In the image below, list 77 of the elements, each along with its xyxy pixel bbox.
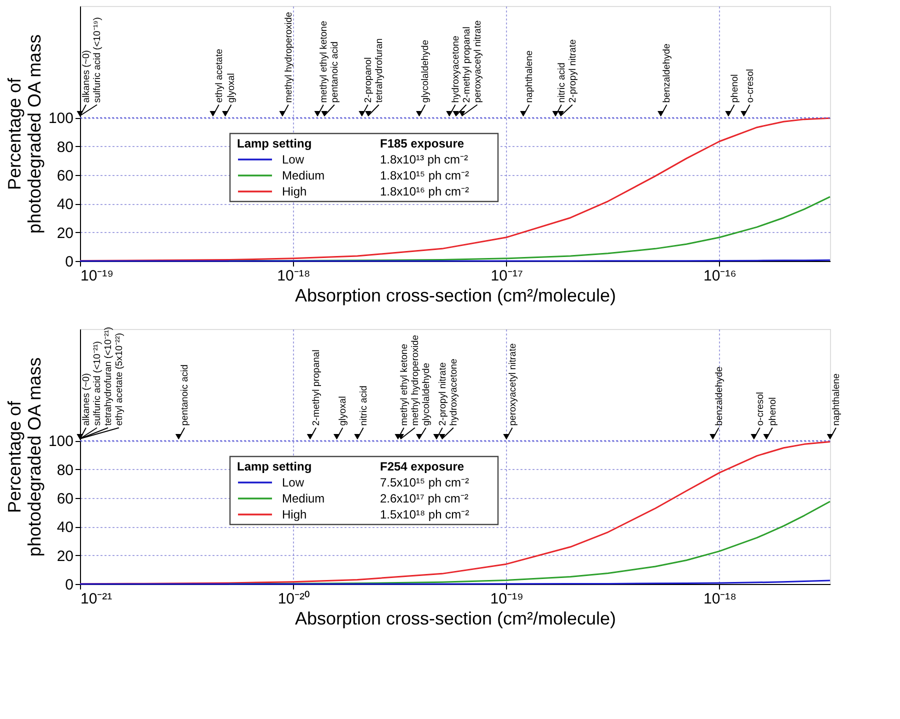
annotation: benzaldehyde [714, 366, 725, 426]
annotation: F185 exposure [380, 136, 464, 150]
annotation: glycolaldehyde [420, 362, 432, 426]
annotation: F254 exposure [380, 460, 464, 474]
annotation: alkanes (~0) [81, 50, 92, 103]
y-tick-label: 20 [56, 548, 74, 565]
annotation: benzaldehyde [662, 44, 673, 103]
annotation: 7.5x10¹⁵ ph cm⁻² [380, 476, 470, 490]
y-axis-title: Percentage of photodegraded OA mass [4, 357, 44, 557]
annotation: tetrahydrofuran (<10⁻²¹) [103, 326, 114, 426]
y-tick-label: 0 [65, 576, 74, 594]
annotation: pentanoic acid [329, 41, 340, 103]
legend-title: Lamp setting [237, 460, 312, 474]
legend-label: Medium [282, 168, 325, 182]
annotation: ethyl acetate [214, 48, 225, 103]
y-tick-label: 100 [48, 110, 74, 128]
x-tick-label: 10⁻²⁰ [278, 590, 310, 608]
x-axis-title: Absorption cross-section (cm²/molecule) [294, 286, 616, 306]
annotation: 2-methyl propanal [461, 26, 472, 103]
y-tick-label: 100 [48, 433, 74, 450]
annotation: 2-propyl nitrate [567, 39, 578, 103]
annotation: glyoxal [226, 73, 238, 103]
annotation: 1.8x10¹³ ph cm⁻² [380, 152, 468, 166]
x-tick-label: 10⁻¹⁹ [490, 590, 524, 608]
annotation: glyoxal [338, 396, 349, 426]
x-tick-label: 10⁻²¹ [80, 590, 112, 608]
y-axis-title: Percentage of photodegraded OA mass [4, 34, 44, 234]
y-tick-label: 60 [56, 490, 74, 508]
x-axis-title: Absorption cross-section (cm²/molecule) [294, 608, 616, 628]
annotation: nitric acid [358, 386, 370, 426]
annotation: hydroxyacetone [450, 36, 462, 103]
annotation: pentanoic acid [180, 364, 191, 426]
annotation: 1.8x10¹⁶ ph cm⁻² [380, 184, 469, 198]
annotation: 1.5x10¹⁸ ph cm⁻² [380, 508, 470, 522]
x-tick-label: 10⁻¹⁸ [703, 590, 736, 608]
annotation: 2.6x10¹⁷ ph cm⁻² [380, 492, 468, 506]
annotation: sulfuric acid (<10⁻¹⁹) [92, 17, 103, 103]
annotation: methyl ethyl ketone [398, 344, 410, 426]
legend-label: Low [282, 152, 304, 166]
annotation: naphthalene [831, 373, 842, 426]
x-tick-label: 10⁻¹⁷ [490, 268, 523, 284]
y-tick-label: 80 [56, 138, 74, 156]
y-tick-label: 20 [56, 224, 74, 242]
annotation: peroxyacetyl nitrate [507, 343, 518, 426]
annotation: glycolaldehyde [420, 40, 432, 103]
annotation: o-cresol [744, 68, 756, 103]
annotation: methyl ethyl ketone [318, 20, 330, 103]
x-tick-label: 10⁻¹⁶ [704, 268, 736, 284]
legend-label: High [282, 184, 307, 198]
y-tick-label: 40 [56, 196, 74, 214]
legend-label: Medium [282, 492, 325, 506]
y-tick-label: 0 [65, 254, 74, 270]
y-tick-label: 60 [56, 168, 74, 185]
annotation: phenol [729, 74, 740, 103]
annotation: 2-propyl nitrate [437, 362, 448, 426]
annotation: tetrahydrofuran [374, 38, 385, 103]
y-tick-label: 40 [56, 519, 74, 536]
annotation: 2-methyl propanal [311, 350, 322, 426]
y-tick-label: 80 [56, 462, 74, 479]
annotation: 1.8x10¹⁵ ph cm⁻² [380, 168, 470, 182]
annotation: sulfuric acid (<10⁻²¹) [92, 341, 103, 426]
legend-label: High [282, 508, 307, 522]
annotation: naphthalene [524, 50, 536, 103]
annotation: phenol [767, 397, 778, 426]
annotation: 2-propanol [362, 57, 374, 103]
annotation: o-cresol [754, 392, 766, 426]
x-tick-label: 10⁻¹⁹ [80, 268, 114, 284]
x-tick-label: 10⁻¹⁸ [277, 268, 310, 284]
annotation: alkanes (~0) [81, 373, 92, 426]
annotation: peroxyacetyl nitrate [472, 20, 484, 103]
annotation: methyl hydroperoxide [410, 334, 421, 426]
annotation: nitric acid [556, 62, 568, 103]
legend-title: Lamp setting [237, 136, 312, 150]
annotation: methyl hydroperoxide [283, 12, 294, 103]
annotation: ethyl acetate (5x10⁻²²) [114, 332, 125, 426]
legend-label: Low [282, 476, 304, 490]
annotation: hydroxyacetone [448, 358, 460, 426]
